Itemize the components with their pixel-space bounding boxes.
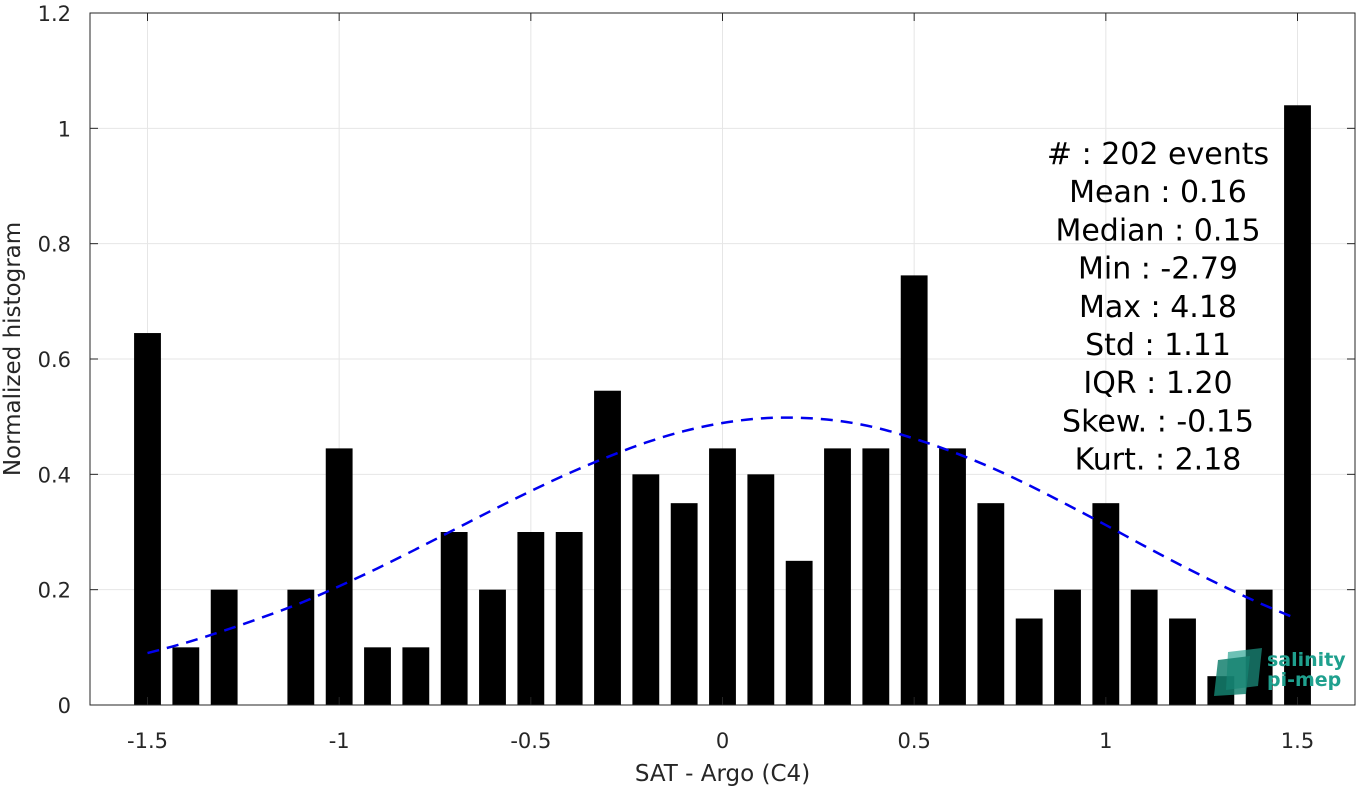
- salinity-pimep-logo: salinity pi-mep: [1214, 648, 1346, 696]
- y-tick-label: 0.2: [38, 579, 71, 603]
- bar: [977, 503, 1005, 705]
- bar: [479, 589, 506, 705]
- bar: [1015, 618, 1043, 705]
- bars: [134, 105, 1311, 706]
- stat-line: Skew. : -0.15: [1062, 404, 1254, 439]
- y-tick-label: 0.6: [38, 348, 71, 372]
- bar: [287, 589, 315, 705]
- bar: [900, 275, 928, 705]
- stat-line: Median : 0.15: [1055, 213, 1260, 248]
- stat-line: Std : 1.11: [1085, 328, 1231, 363]
- bar: [824, 448, 851, 705]
- stat-line: Kurt. : 2.18: [1075, 443, 1242, 478]
- x-axis-label: SAT - Argo (C4): [635, 761, 810, 787]
- x-tick-label: 1.5: [1281, 729, 1314, 753]
- logo-mark-front: [1214, 656, 1250, 696]
- x-tick-label: 0: [716, 729, 729, 753]
- y-tick-label: 0.4: [38, 463, 71, 487]
- bar: [862, 448, 890, 705]
- bar: [555, 532, 583, 705]
- bar: [134, 333, 161, 705]
- bar: [1092, 503, 1120, 705]
- x-tick-label: -1.5: [127, 729, 168, 753]
- fit-curve: [147, 416, 1298, 655]
- x-tick-label: -1: [329, 729, 350, 753]
- bar: [517, 532, 545, 705]
- bar: [939, 448, 966, 705]
- stat-line: IQR : 1.20: [1083, 366, 1232, 401]
- bar: [1169, 618, 1196, 705]
- y-tick-label: 1: [58, 117, 71, 141]
- y-tick-label: 1.2: [38, 2, 71, 26]
- bar: [325, 448, 353, 705]
- bar: [709, 448, 736, 705]
- x-tick-label: 0.5: [897, 729, 930, 753]
- bar: [670, 503, 698, 705]
- axis-ticks: [90, 12, 1355, 706]
- y-tick-label: 0: [58, 694, 71, 718]
- tick-labels: -1.5 -1 -0.5 0 0.5 1 1.5 0 0.2 0.4 0.6 0.8 1 1.2: [38, 2, 1315, 753]
- y-axis-label: Normalized histogram: [0, 222, 26, 476]
- x-tick-label: 1: [1099, 729, 1112, 753]
- stat-line: Max : 4.18: [1079, 290, 1237, 325]
- bar: [364, 647, 391, 705]
- bar: [210, 589, 238, 705]
- x-tick-label: -0.5: [510, 729, 551, 753]
- bar: [440, 532, 468, 705]
- stat-line: Mean : 0.16: [1069, 175, 1247, 210]
- bar: [785, 560, 813, 705]
- bar: [172, 647, 200, 705]
- bar: [1284, 105, 1311, 706]
- bar: [594, 390, 621, 705]
- bar: [1130, 589, 1158, 705]
- y-tick-label: 0.8: [38, 233, 71, 257]
- bar: [747, 474, 775, 705]
- stat-line: # : 202 events: [1047, 137, 1269, 172]
- bar: [632, 474, 660, 705]
- logo-text-line2: pi-mep: [1267, 669, 1341, 691]
- bar: [1054, 589, 1081, 705]
- bar: [402, 647, 430, 705]
- logo-text-line1: salinity: [1267, 649, 1346, 671]
- stat-line: Min : -2.79: [1078, 252, 1238, 287]
